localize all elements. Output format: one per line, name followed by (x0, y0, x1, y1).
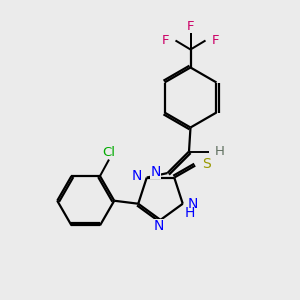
Text: N: N (132, 169, 142, 183)
Text: N: N (150, 165, 161, 178)
Text: H: H (184, 206, 194, 220)
Text: F: F (187, 20, 194, 34)
Text: N: N (187, 197, 198, 211)
Text: F: F (212, 34, 219, 47)
Text: N: N (154, 220, 164, 233)
Text: S: S (202, 157, 211, 171)
Text: Cl: Cl (103, 146, 116, 159)
Text: F: F (162, 34, 169, 47)
Text: H: H (215, 145, 225, 158)
